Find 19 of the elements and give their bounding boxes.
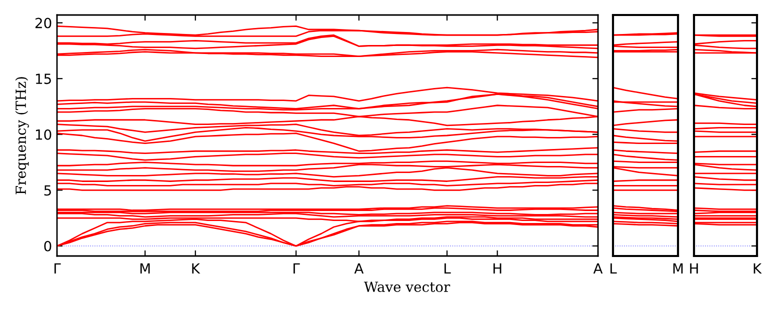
x-tick-label: H xyxy=(690,263,698,274)
x-axis-title: Wave vector xyxy=(364,282,450,292)
x-tick-label: H xyxy=(493,263,502,274)
y-tick-label: 10 xyxy=(36,129,52,140)
x-tick-label: A xyxy=(354,263,364,274)
x-tick-label: M xyxy=(673,263,683,274)
y-tick-label: 20 xyxy=(35,18,52,28)
x-tick-label: K xyxy=(192,263,200,274)
y-tick-label: 0 xyxy=(44,240,52,252)
y-axis-title: Frequency (THz) xyxy=(15,77,29,194)
x-tick-label: L xyxy=(610,263,617,274)
x-tick-label: Γ xyxy=(54,263,61,274)
x-tick-label: M xyxy=(140,263,150,274)
x-tick-label: Γ xyxy=(294,263,300,274)
y-tick-label: 15 xyxy=(36,74,51,84)
x-tick-label: A xyxy=(593,263,603,274)
x-tick-label: K xyxy=(754,263,762,274)
x-tick-label: L xyxy=(444,263,451,274)
y-tick-label: 5 xyxy=(44,185,51,196)
